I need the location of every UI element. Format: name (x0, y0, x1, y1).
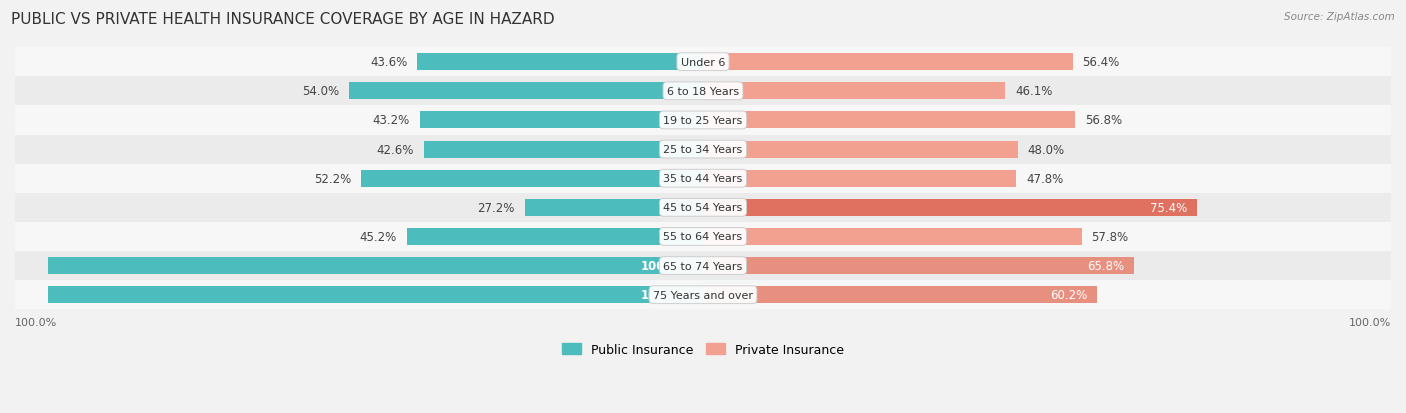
Text: 54.0%: 54.0% (302, 85, 339, 98)
Text: 56.4%: 56.4% (1083, 56, 1119, 69)
Bar (15, 222, 1391, 252)
Bar (703, 258, 1135, 274)
Text: 52.2%: 52.2% (314, 172, 352, 185)
Text: 65.8%: 65.8% (1087, 259, 1125, 273)
Bar (15, 280, 1391, 309)
Text: 75 Years and over: 75 Years and over (652, 290, 754, 300)
Text: 60.2%: 60.2% (1050, 289, 1088, 301)
Bar (703, 199, 1197, 216)
Bar (361, 170, 703, 187)
Bar (48, 287, 703, 304)
Text: 100.0%: 100.0% (641, 289, 690, 301)
Bar (48, 258, 703, 274)
Text: Source: ZipAtlas.com: Source: ZipAtlas.com (1284, 12, 1395, 22)
Text: 47.8%: 47.8% (1026, 172, 1063, 185)
Bar (15, 77, 1391, 106)
Text: 6 to 18 Years: 6 to 18 Years (666, 87, 740, 97)
Bar (406, 228, 703, 245)
Text: 55 to 64 Years: 55 to 64 Years (664, 232, 742, 242)
Legend: Public Insurance, Private Insurance: Public Insurance, Private Insurance (557, 338, 849, 361)
Bar (15, 252, 1391, 280)
Bar (15, 193, 1391, 222)
Bar (15, 48, 1391, 77)
Text: 27.2%: 27.2% (478, 202, 515, 214)
Bar (349, 83, 703, 100)
Text: 46.1%: 46.1% (1015, 85, 1052, 98)
Text: 75.4%: 75.4% (1150, 202, 1187, 214)
Text: 56.8%: 56.8% (1085, 114, 1122, 127)
Text: PUBLIC VS PRIVATE HEALTH INSURANCE COVERAGE BY AGE IN HAZARD: PUBLIC VS PRIVATE HEALTH INSURANCE COVER… (11, 12, 555, 27)
Text: 35 to 44 Years: 35 to 44 Years (664, 174, 742, 184)
Text: Under 6: Under 6 (681, 57, 725, 67)
Bar (703, 170, 1017, 187)
Bar (418, 54, 703, 71)
Text: 42.6%: 42.6% (377, 143, 413, 156)
Bar (703, 228, 1081, 245)
Bar (423, 141, 703, 158)
Bar (703, 83, 1005, 100)
Text: 45.2%: 45.2% (360, 230, 396, 243)
Bar (524, 199, 703, 216)
Text: 100.0%: 100.0% (641, 259, 690, 273)
Text: 48.0%: 48.0% (1028, 143, 1064, 156)
Bar (703, 141, 1018, 158)
Bar (703, 112, 1076, 129)
Text: 45 to 54 Years: 45 to 54 Years (664, 203, 742, 213)
Bar (420, 112, 703, 129)
Bar (703, 54, 1073, 71)
Text: 100.0%: 100.0% (1348, 317, 1391, 327)
Bar (15, 135, 1391, 164)
Text: 100.0%: 100.0% (15, 317, 58, 327)
Text: 19 to 25 Years: 19 to 25 Years (664, 116, 742, 126)
Text: 25 to 34 Years: 25 to 34 Years (664, 145, 742, 155)
Bar (15, 106, 1391, 135)
Text: 43.2%: 43.2% (373, 114, 411, 127)
Bar (703, 287, 1098, 304)
Text: 57.8%: 57.8% (1091, 230, 1129, 243)
Text: 43.6%: 43.6% (370, 56, 408, 69)
Bar (15, 164, 1391, 193)
Text: 65 to 74 Years: 65 to 74 Years (664, 261, 742, 271)
